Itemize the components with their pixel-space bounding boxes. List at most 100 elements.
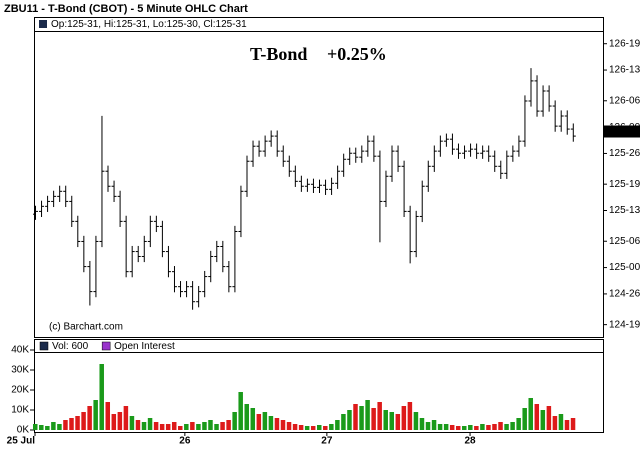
y-tick-label: 125-06 [609,236,640,247]
volume-bar [341,414,346,430]
volume-bar [135,420,141,430]
volume-bar [395,414,401,430]
volume-bar [498,422,503,430]
volume-bar [159,424,165,430]
x-tick-label: 27 [321,436,333,447]
y-tick-label: 126-13 [609,65,640,76]
volume-bar [39,425,44,430]
volume-bar [546,406,552,430]
volume-bar [431,420,437,430]
legend-label: Vol: 600 [52,341,89,352]
x-tick-label: 25 Jul [7,436,36,447]
volume-bar [99,364,104,430]
volume-bar [33,424,38,430]
volume-bar [359,406,364,430]
volume-bar [81,412,86,430]
volume-bar [262,412,268,430]
volume-bar [286,422,292,430]
volume-bar [323,426,328,430]
volume-bar [335,420,340,430]
volume-bar [57,424,62,430]
y-tick-label: 125-26 [609,148,640,159]
volume-bar [510,422,515,430]
volume-bar [256,414,262,430]
last-price-label: 125-31 [607,127,639,138]
volume-bar [365,400,370,430]
volume-bar [147,418,153,430]
volume-bar [425,422,431,430]
volume-bar [462,426,467,430]
volume-bar [105,402,111,430]
x-tick-label: 26 [179,436,191,447]
y-tick-label: 126-19 [609,38,640,49]
volume-bar [63,420,68,430]
volume-bar [528,398,533,430]
last-price-box [604,125,640,138]
volume-bar [250,408,256,430]
volume-bar [51,422,56,430]
volume-bar [214,424,219,430]
volume-bar [564,420,570,430]
volume-bar [304,426,310,430]
volume-panel [34,339,604,433]
y-tick-label: 20K [11,385,29,396]
volume-bar [298,425,304,430]
volume-bar [45,426,50,430]
volume-bar [480,424,485,430]
y-tick-label: 0K [17,425,30,436]
volume-bar [474,426,479,430]
price-panel [34,17,604,338]
volume-bar [558,414,564,430]
volume-bar [117,412,123,430]
volume-bar [413,412,419,430]
annotation: T-Bond [250,44,307,64]
volume-bar [190,422,195,430]
volume-bar [486,425,491,430]
volume-bar [383,410,388,430]
y-tick-label: 125-00 [609,262,640,273]
volume-bar [75,416,80,430]
volume-bar [570,418,576,430]
volume-bar [129,416,135,430]
volume-bar [292,424,298,430]
volume-bar [347,410,352,430]
volume-bar [468,425,473,430]
y-tick-label: 124-19 [609,319,640,330]
volume-bar [196,424,201,430]
volume-bar [171,422,177,430]
y-tick-label: 124-26 [609,289,640,300]
volume-bar [238,392,243,430]
volume-bar [389,412,395,430]
volume-bar [165,424,171,430]
legend-swatch [39,341,49,351]
volume-bar [353,404,358,430]
y-tick-label: 125-19 [609,179,640,190]
volume-bar [310,426,316,430]
volume-bar [329,424,334,430]
volume-bar [401,406,407,430]
change: +0.25% [327,44,387,64]
volume-bar [449,425,455,430]
volume-bar [232,412,237,430]
volume-bar [552,416,558,430]
volume-bar [407,402,413,430]
y-tick-label: 10K [11,405,29,416]
volume-bar [377,402,382,430]
volume-bar [244,404,249,430]
legend-label: Open Interest [114,341,175,352]
volume-bar [208,420,213,430]
y-tick-label: 126-06 [609,95,640,106]
volume-bar [226,420,231,430]
volume-bar [534,404,540,430]
volume-bar [202,422,207,430]
volume-bar [220,422,225,430]
volume-bar [492,424,497,430]
y-tick-label: 125-13 [609,205,640,216]
info-icon [39,20,47,28]
volume-bar [455,426,461,430]
info-text: Op:125-31, Hi:125-31, Lo:125-30, Cl:125-… [51,19,247,30]
volume-bar [178,426,183,430]
volume-bar [280,420,286,430]
y-tick-label: 30K [11,365,29,376]
